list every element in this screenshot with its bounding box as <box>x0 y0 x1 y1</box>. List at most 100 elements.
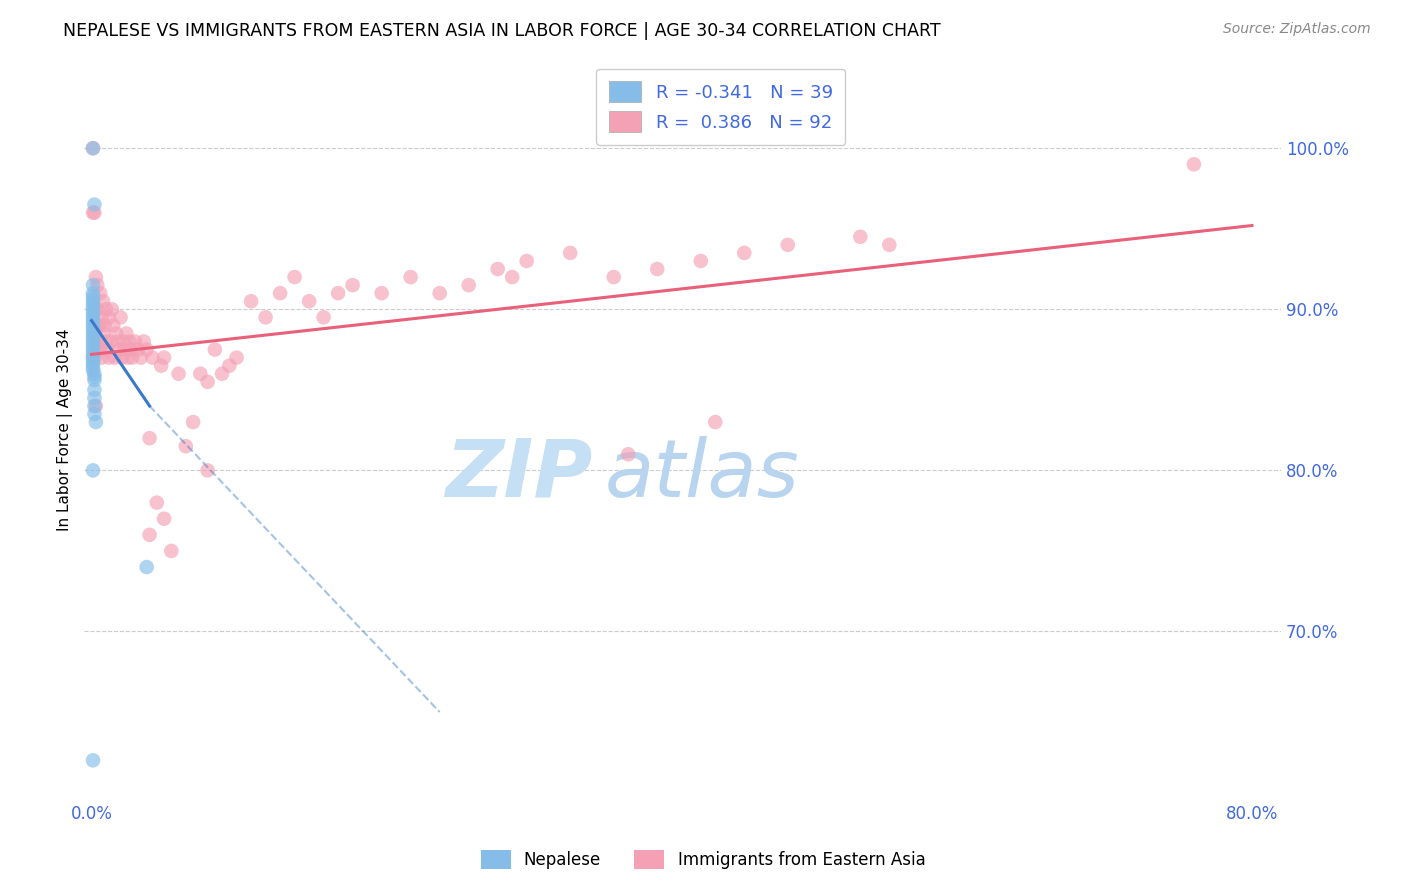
Point <box>121 351 143 365</box>
Point <box>269 286 291 301</box>
Point <box>82 305 104 319</box>
Point <box>82 296 104 310</box>
Point <box>82 325 104 339</box>
Point <box>101 302 124 317</box>
Point <box>160 544 183 558</box>
Point <box>82 318 104 333</box>
Text: NEPALESE VS IMMIGRANTS FROM EASTERN ASIA IN LABOR FORCE | AGE 30-34 CORRELATION : NEPALESE VS IMMIGRANTS FROM EASTERN ASIA… <box>63 22 941 40</box>
Point <box>96 343 118 357</box>
Point <box>127 343 149 357</box>
Point <box>83 326 105 341</box>
Point <box>124 334 146 349</box>
Point <box>110 310 132 325</box>
Point <box>82 363 104 377</box>
Point <box>82 357 104 371</box>
Point <box>704 415 727 429</box>
Point <box>94 302 117 317</box>
Point <box>429 286 451 301</box>
Point <box>153 351 176 365</box>
Point <box>117 351 139 365</box>
Point <box>399 270 422 285</box>
Point <box>105 326 128 341</box>
Point <box>82 351 104 365</box>
Point <box>82 315 104 329</box>
Point <box>181 415 204 429</box>
Point <box>254 310 277 325</box>
Point <box>84 270 107 285</box>
Point <box>82 278 104 293</box>
Y-axis label: In Labor Force | Age 30-34: In Labor Force | Age 30-34 <box>58 329 73 532</box>
Point <box>83 373 105 387</box>
Point <box>146 495 169 509</box>
Point <box>204 343 226 357</box>
Point <box>617 447 640 461</box>
Point <box>82 344 104 359</box>
Point <box>114 343 136 357</box>
Point <box>83 399 105 413</box>
Point <box>82 360 104 375</box>
Point <box>188 367 211 381</box>
Point <box>645 262 668 277</box>
Point <box>86 302 108 317</box>
Point <box>516 254 538 268</box>
Point <box>87 318 110 333</box>
Point <box>82 321 104 335</box>
Point <box>93 318 115 333</box>
Point <box>174 439 197 453</box>
Point <box>104 351 127 365</box>
Point <box>82 341 104 355</box>
Point <box>82 293 104 307</box>
Point <box>312 310 335 325</box>
Point <box>91 294 114 309</box>
Text: atlas: atlas <box>605 435 800 514</box>
Point <box>120 343 142 357</box>
Legend: Nepalese, Immigrants from Eastern Asia: Nepalese, Immigrants from Eastern Asia <box>471 840 935 880</box>
Point <box>87 334 110 349</box>
Point <box>501 270 523 285</box>
Point <box>1182 157 1205 171</box>
Point <box>689 254 711 268</box>
Point <box>135 343 157 357</box>
Legend: R = -0.341   N = 39, R =  0.386   N = 92: R = -0.341 N = 39, R = 0.386 N = 92 <box>596 69 845 145</box>
Point <box>83 197 105 211</box>
Point <box>197 463 219 477</box>
Point <box>83 351 105 365</box>
Point <box>240 294 263 309</box>
Point <box>150 359 173 373</box>
Point <box>486 262 509 277</box>
Point <box>342 278 364 293</box>
Point <box>82 286 104 301</box>
Point <box>603 270 626 285</box>
Point <box>84 415 107 429</box>
Point <box>560 246 582 260</box>
Point <box>82 337 104 351</box>
Point <box>135 560 157 574</box>
Text: Source: ZipAtlas.com: Source: ZipAtlas.com <box>1223 22 1371 37</box>
Point <box>82 351 104 365</box>
Point <box>97 310 120 325</box>
Point <box>84 399 107 413</box>
Point <box>733 246 755 260</box>
Point <box>100 334 122 349</box>
Point <box>82 312 104 326</box>
Point <box>298 294 321 309</box>
Point <box>849 229 872 244</box>
Point <box>82 205 104 219</box>
Point <box>111 351 134 365</box>
Point <box>87 318 110 333</box>
Point <box>82 309 104 323</box>
Point <box>141 351 163 365</box>
Point <box>83 205 105 219</box>
Point <box>83 383 105 397</box>
Point <box>112 334 135 349</box>
Point <box>167 367 190 381</box>
Point <box>103 318 125 333</box>
Point <box>82 141 104 155</box>
Point <box>107 334 129 349</box>
Point <box>82 463 104 477</box>
Point <box>89 343 111 357</box>
Point <box>83 407 105 421</box>
Point <box>82 347 104 361</box>
Point <box>197 375 219 389</box>
Point <box>457 278 479 293</box>
